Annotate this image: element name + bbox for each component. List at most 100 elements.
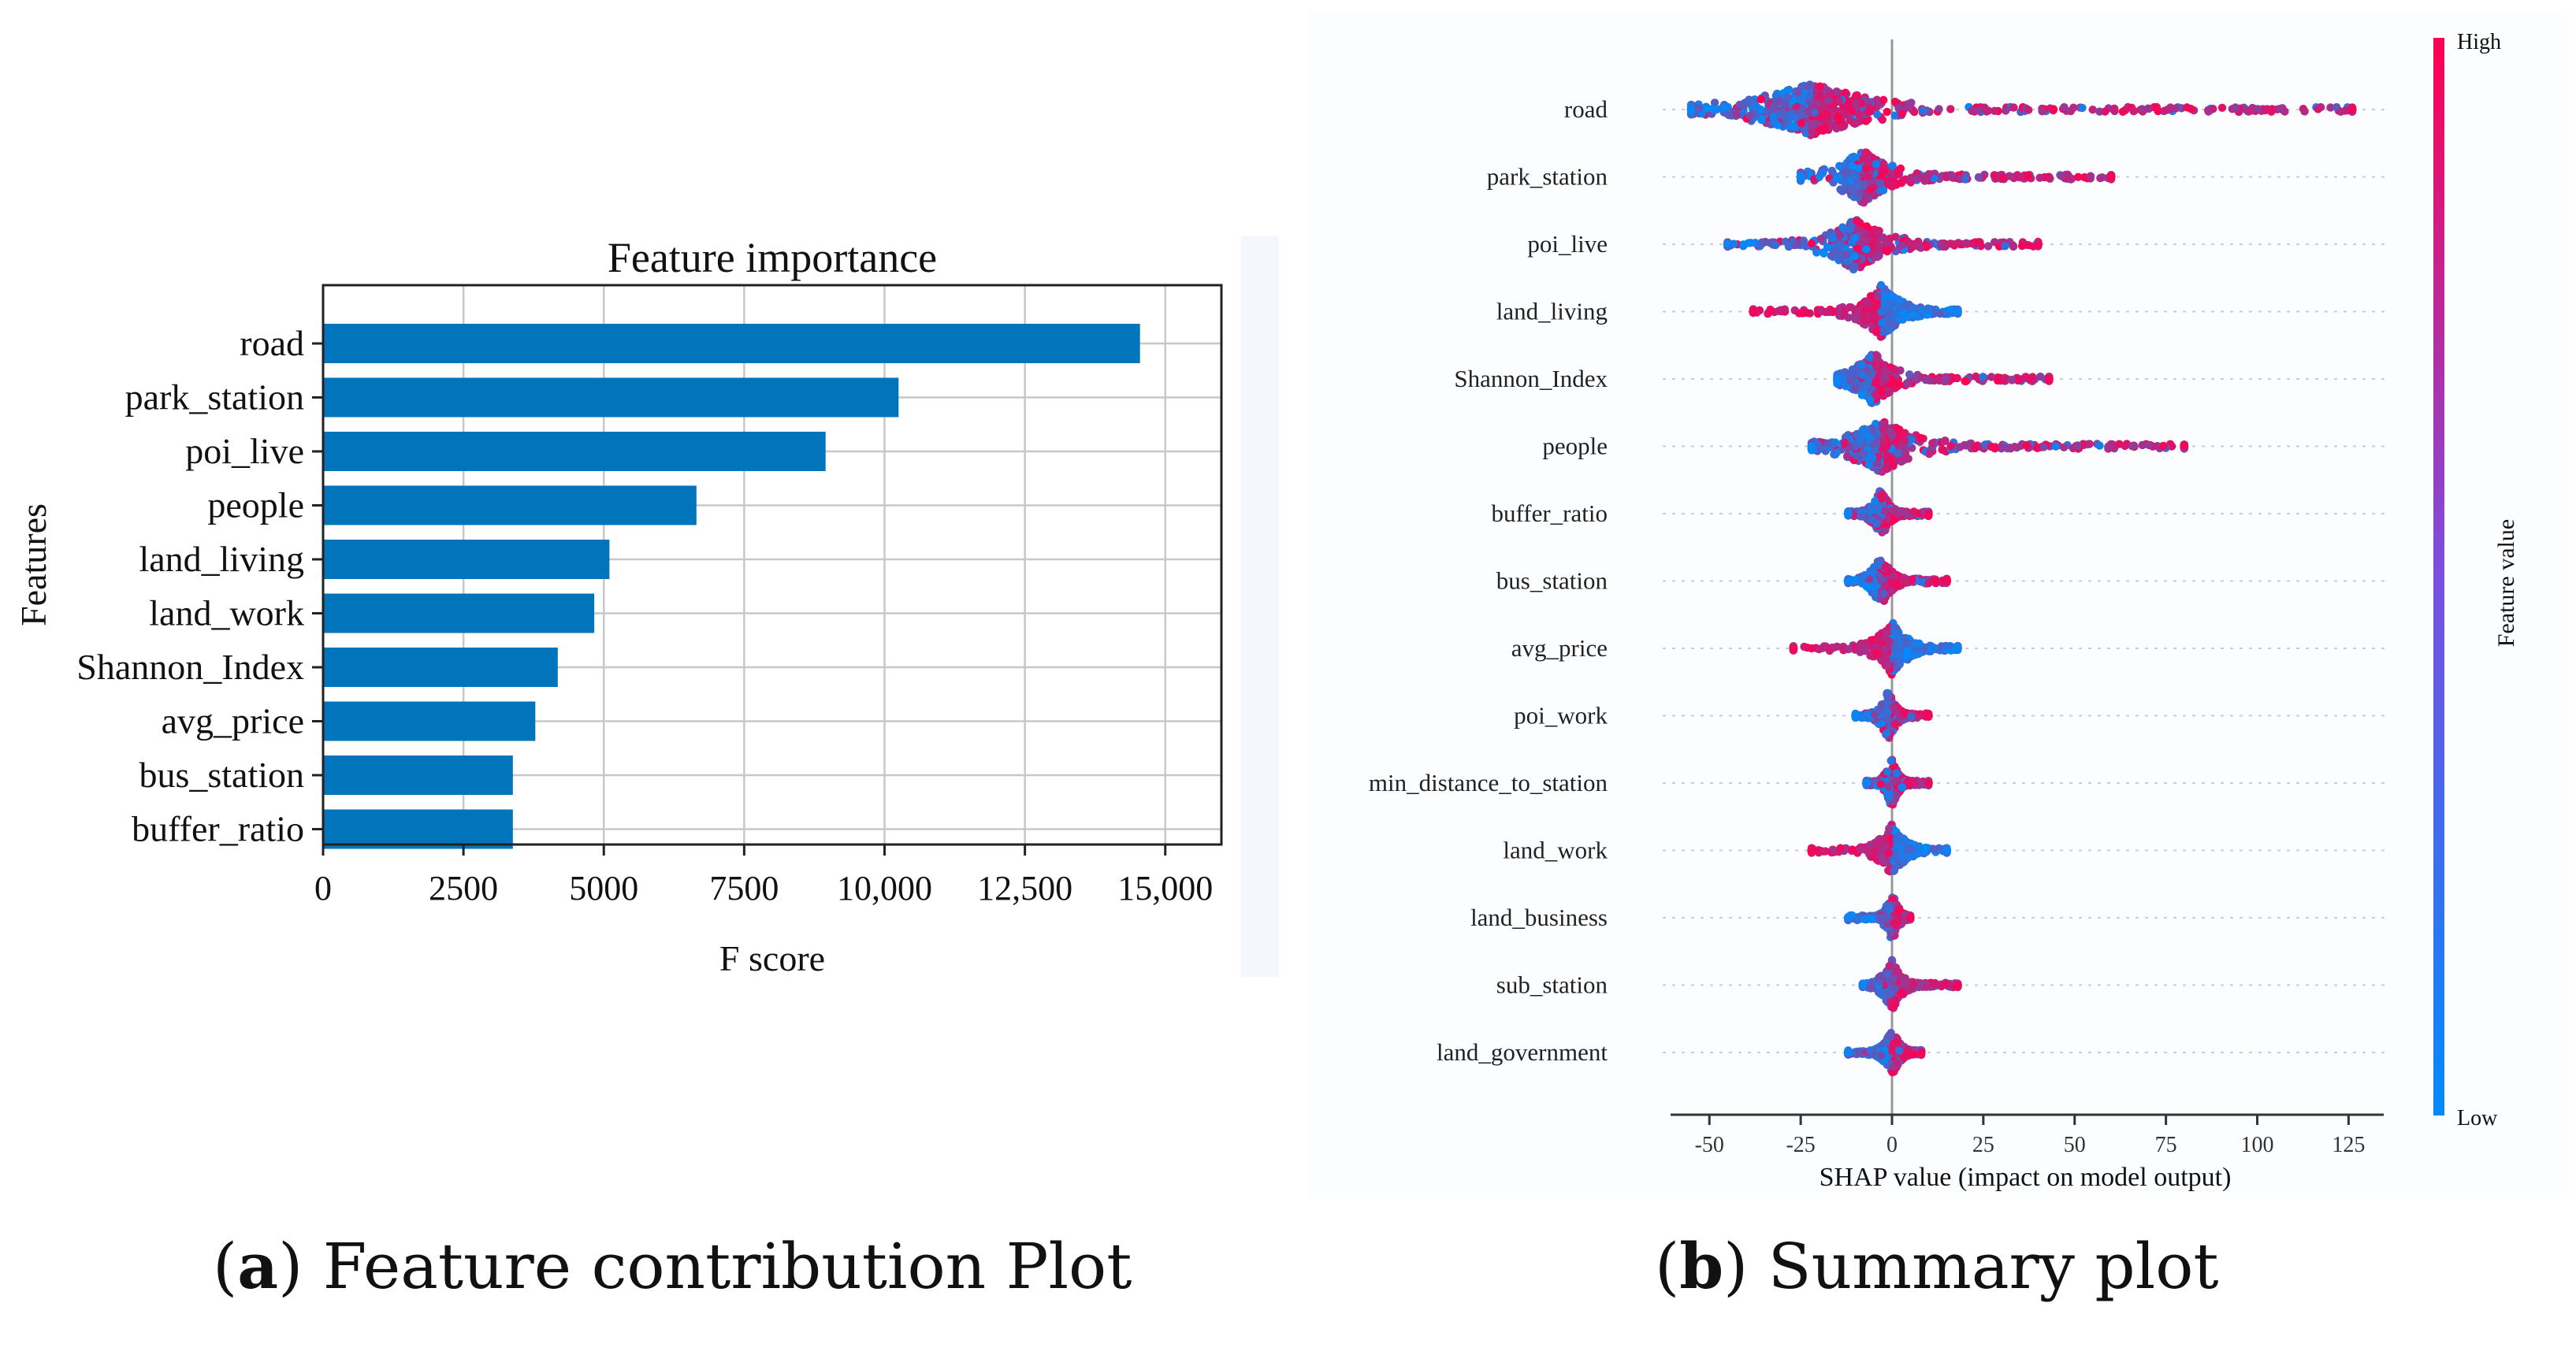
- bar-land_work: [323, 593, 595, 633]
- shap-point: [1873, 637, 1882, 646]
- shap-point: [1753, 102, 1761, 112]
- shap-point: [1846, 303, 1854, 312]
- shap-point: [1860, 180, 1869, 188]
- shap-point: [1899, 577, 1909, 585]
- shap-point: [1879, 306, 1888, 314]
- shap-point: [2262, 105, 2272, 113]
- chart-a-xtick-label: 15,000: [1117, 869, 1213, 908]
- shap-point: [1873, 110, 1882, 119]
- shap-point: [2013, 376, 2023, 385]
- shap-point: [1863, 366, 1872, 375]
- shap-point: [1907, 712, 1916, 722]
- shap-point: [1864, 314, 1872, 322]
- shap-point: [1937, 239, 1946, 248]
- shap-point: [1866, 353, 1875, 362]
- chart-a-ytick-label: poi_live: [185, 431, 304, 471]
- shap-point: [1822, 116, 1831, 125]
- shap-point: [1816, 82, 1824, 91]
- shap-point: [1769, 104, 1779, 113]
- shap-point: [2154, 106, 2162, 116]
- shap-point: [1925, 448, 1935, 457]
- shap-point: [1853, 306, 1862, 315]
- shap-point: [2254, 105, 2262, 113]
- shap-point: [1771, 240, 1780, 250]
- shap-point: [1852, 451, 1861, 460]
- panel-b-backdrop: [1308, 9, 2569, 1199]
- shap-point: [1835, 161, 1844, 170]
- shap-point: [1968, 106, 1976, 115]
- shap-point: [1870, 304, 1879, 313]
- shap-point: [1876, 280, 1886, 290]
- shap-point: [1807, 239, 1816, 248]
- shap-point: [1849, 154, 1857, 162]
- shap-point: [2022, 441, 2031, 450]
- shap-point: [1853, 91, 1861, 100]
- shap-point: [1987, 373, 1996, 381]
- shap-point: [1823, 96, 1833, 105]
- shap-point: [1911, 373, 1920, 383]
- shap-point: [1887, 376, 1897, 384]
- shap-point: [1962, 239, 1971, 247]
- shap-point: [1851, 252, 1860, 261]
- shap-point: [1881, 562, 1890, 572]
- shap-point: [1864, 173, 1872, 181]
- shap-point: [1872, 519, 1881, 528]
- shap-point: [1885, 792, 1894, 800]
- shap-point-max: [2106, 173, 2116, 181]
- shap-point: [1947, 171, 1956, 180]
- shap-point: [1840, 121, 1849, 130]
- shap-point: [2129, 106, 2138, 116]
- shap-point: [1840, 177, 1849, 187]
- shap-point: [1860, 570, 1869, 580]
- chart-a-ytick-label: avg_price: [162, 701, 304, 741]
- shap-point: [1857, 391, 1867, 399]
- shap-point: [1881, 236, 1890, 245]
- shap-point: [1898, 110, 1906, 118]
- shap-point: [2002, 106, 2010, 115]
- shap-point: [1825, 646, 1834, 655]
- shap-point: [1955, 175, 1964, 184]
- shap-point: [1780, 99, 1790, 109]
- shap-point: [1987, 442, 1996, 451]
- shap-point: [1881, 645, 1890, 654]
- shap-point: [1859, 199, 1868, 207]
- bar-avg_price: [323, 701, 536, 741]
- shap-point: [2049, 105, 2057, 114]
- shap-point: [1883, 661, 1892, 670]
- shap-point: [2003, 444, 2012, 453]
- shap-point: [1861, 305, 1870, 314]
- shap-point: [1769, 113, 1778, 122]
- shap-point: [1879, 589, 1888, 598]
- shap-point: [1789, 113, 1798, 121]
- shap-point: [1850, 313, 1859, 321]
- shap-point: [1879, 377, 1889, 385]
- shap-point: [1857, 512, 1865, 521]
- shap-point: [2159, 441, 2168, 451]
- shap-point: [1850, 384, 1859, 392]
- shap-point: [1954, 239, 1963, 247]
- shap-point: [1883, 729, 1891, 738]
- shap-point: [1892, 791, 1901, 800]
- shap-point: [1971, 443, 1979, 451]
- shap-point: [1961, 175, 1970, 184]
- shap-point: [1829, 845, 1838, 855]
- panel-a-backdrop-strip: [1241, 236, 1279, 977]
- shap-point: [1935, 105, 1943, 113]
- shap-point: [1847, 184, 1856, 192]
- shap-point: [1904, 455, 1912, 463]
- shap-point: [2080, 173, 2089, 182]
- shap-point: [2069, 103, 2078, 112]
- shap-point: [2336, 107, 2345, 116]
- shap-point: [1797, 119, 1805, 128]
- shap-point: [1780, 305, 1790, 314]
- shap-point-min: [1796, 173, 1805, 181]
- shap-point: [1795, 108, 1805, 117]
- shap-point-min: [1807, 846, 1816, 855]
- shap-point-min: [1723, 239, 1732, 249]
- shap-point: [1908, 304, 1917, 313]
- bar-chart-panel: Feature importance roadpark_stationpoi_l…: [13, 234, 1223, 978]
- shap-point: [1799, 236, 1808, 245]
- shap-point-max: [1953, 644, 1962, 653]
- shap-point: [2300, 107, 2309, 116]
- shap-point: [1935, 310, 1945, 318]
